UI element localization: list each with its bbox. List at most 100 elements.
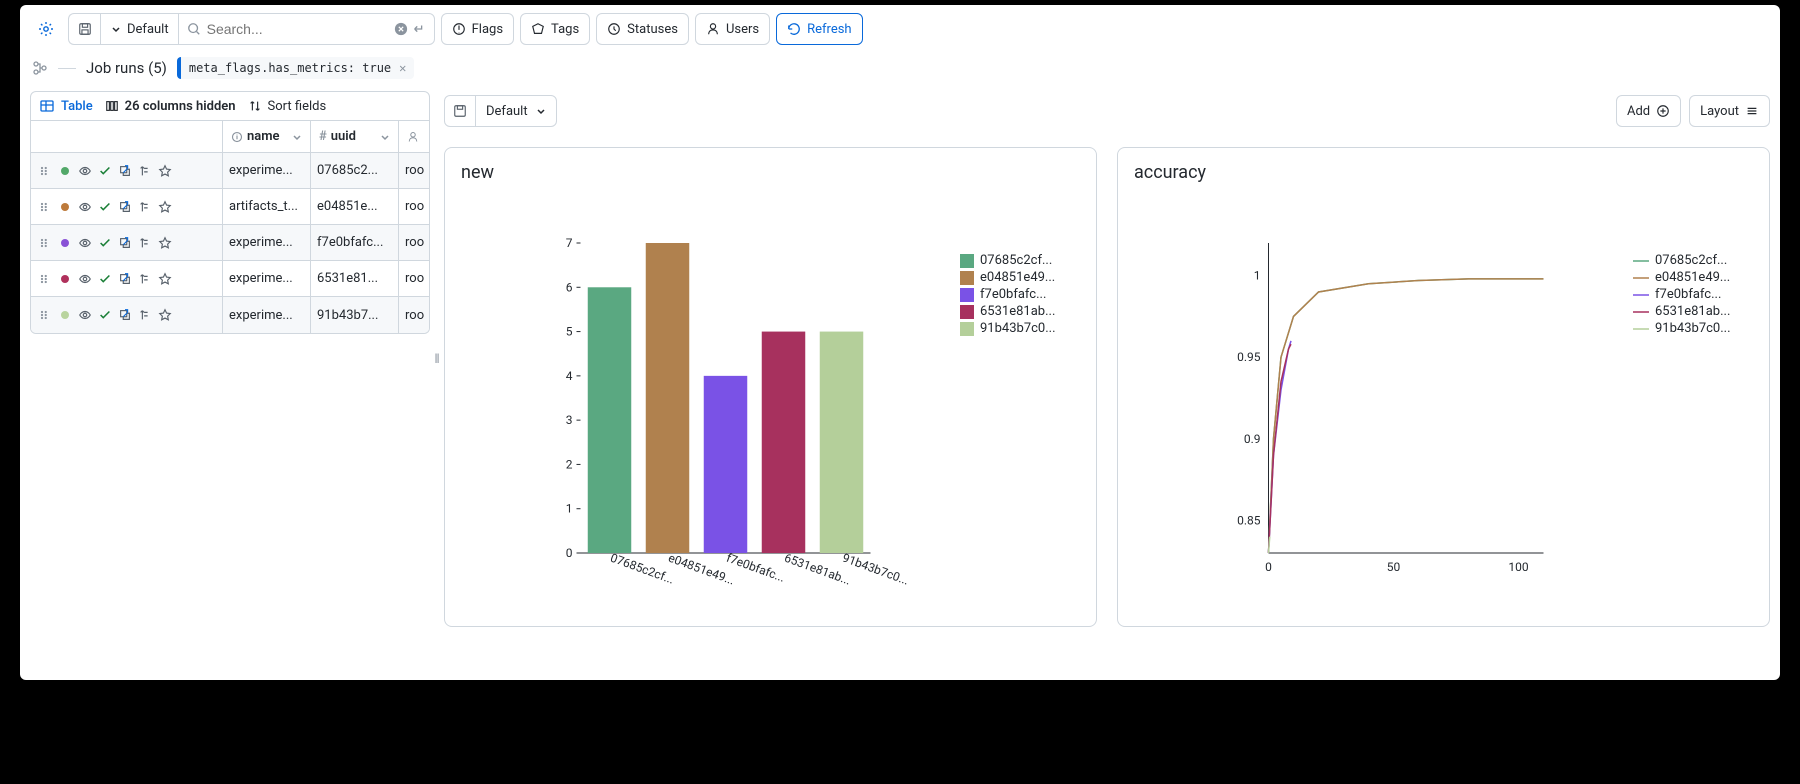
legend-item: e04851e49... xyxy=(960,270,1080,285)
chart-default-select[interactable]: Default xyxy=(444,95,557,127)
star-icon[interactable] xyxy=(157,307,173,323)
legend-item: e04851e49... xyxy=(1633,270,1753,285)
flags-button[interactable]: Flags xyxy=(441,13,514,45)
drag-handle-icon[interactable] xyxy=(37,307,53,323)
column-header-user[interactable] xyxy=(399,121,427,152)
plus-circle-icon xyxy=(1656,104,1670,118)
check-icon[interactable] xyxy=(97,271,113,287)
default-dropdown[interactable]: Default xyxy=(100,13,179,45)
chevron-down-icon xyxy=(536,106,546,116)
enter-icon[interactable] xyxy=(412,22,426,36)
compare-icon[interactable] xyxy=(137,271,153,287)
legend-item: f7e0bfafc... xyxy=(1633,287,1753,302)
compare-icon[interactable] xyxy=(137,235,153,251)
eye-icon[interactable] xyxy=(77,271,93,287)
cell-uuid: 07685c2... xyxy=(311,153,399,188)
sort-button[interactable]: Sort fields xyxy=(248,99,327,114)
check-icon[interactable] xyxy=(97,199,113,215)
refresh-button[interactable]: Refresh xyxy=(776,13,862,45)
tags-button[interactable]: Tags xyxy=(520,13,590,45)
drag-handle-icon[interactable] xyxy=(37,271,53,287)
check-icon[interactable] xyxy=(97,307,113,323)
svg-text:5: 5 xyxy=(566,325,573,339)
chart-title: accuracy xyxy=(1134,162,1753,183)
open-icon[interactable] xyxy=(117,307,133,323)
remove-filter-icon[interactable]: ✕ xyxy=(399,61,406,75)
eye-icon[interactable] xyxy=(77,307,93,323)
table-row[interactable]: artifacts_t...e04851e...roo xyxy=(31,189,429,225)
column-header-uuid[interactable]: # uuid xyxy=(311,121,399,152)
compare-icon[interactable] xyxy=(137,199,153,215)
chart-title: new xyxy=(461,162,1080,183)
eye-icon[interactable] xyxy=(77,163,93,179)
svg-text:0.9: 0.9 xyxy=(1244,432,1261,446)
chevron-down-icon[interactable] xyxy=(292,132,302,142)
drag-handle-icon[interactable] xyxy=(37,163,53,179)
svg-text:3: 3 xyxy=(566,413,573,427)
tree-icon xyxy=(32,60,48,76)
save-icon xyxy=(453,104,467,118)
svg-text:0.85: 0.85 xyxy=(1237,513,1261,527)
cell-name: experime... xyxy=(223,261,311,296)
check-icon[interactable] xyxy=(97,235,113,251)
cell-uuid: e04851e... xyxy=(311,189,399,224)
column-header-name[interactable]: name xyxy=(223,121,311,152)
filter-chip[interactable]: meta_flags.has_metrics: true ✕ xyxy=(177,57,415,79)
eye-icon[interactable] xyxy=(77,199,93,215)
svg-text:6531e81ab...: 6531e81ab... xyxy=(782,551,852,588)
search-input[interactable] xyxy=(207,21,388,37)
check-icon[interactable] xyxy=(97,163,113,179)
color-dot[interactable] xyxy=(57,307,73,323)
open-icon[interactable] xyxy=(117,235,133,251)
statuses-button[interactable]: Statuses xyxy=(596,13,689,45)
user-icon xyxy=(706,22,720,36)
color-dot[interactable] xyxy=(57,235,73,251)
svg-text:4: 4 xyxy=(566,369,573,383)
star-icon[interactable] xyxy=(157,271,173,287)
cell-uuid: 6531e81... xyxy=(311,261,399,296)
open-icon[interactable] xyxy=(117,163,133,179)
color-dot[interactable] xyxy=(57,163,73,179)
star-icon[interactable] xyxy=(157,235,173,251)
color-dot[interactable] xyxy=(57,271,73,287)
clear-icon[interactable] xyxy=(394,22,408,36)
svg-text:7: 7 xyxy=(566,236,573,250)
table-row[interactable]: experime...07685c2...roo xyxy=(31,153,429,189)
svg-text:50: 50 xyxy=(1387,560,1401,574)
color-dot[interactable] xyxy=(57,199,73,215)
page-title: Job runs (5) xyxy=(86,59,167,77)
line-chart: 0.850.90.951050100 xyxy=(1134,193,1633,613)
legend-item: 07685c2cf... xyxy=(960,253,1080,268)
open-icon[interactable] xyxy=(117,199,133,215)
clock-icon xyxy=(607,22,621,36)
cell-uuid: f7e0bfafc... xyxy=(311,225,399,260)
layout-button[interactable]: Layout xyxy=(1689,95,1770,127)
search-box[interactable] xyxy=(178,13,435,45)
drag-handle-icon[interactable] xyxy=(37,235,53,251)
gear-icon[interactable] xyxy=(30,13,62,45)
svg-text:e04851e49...: e04851e49... xyxy=(666,551,736,588)
eye-icon[interactable] xyxy=(77,235,93,251)
split-handle[interactable]: ‖ xyxy=(430,91,444,627)
compare-icon[interactable] xyxy=(137,307,153,323)
star-icon[interactable] xyxy=(157,199,173,215)
legend-item: 6531e81ab... xyxy=(1633,304,1753,319)
add-chart-button[interactable]: Add xyxy=(1616,95,1681,127)
chevron-down-icon[interactable] xyxy=(380,132,390,142)
open-icon[interactable] xyxy=(117,271,133,287)
compare-icon[interactable] xyxy=(137,163,153,179)
table-row[interactable]: experime...f7e0bfafc...roo xyxy=(31,225,429,261)
default-label: Default xyxy=(127,22,169,37)
legend-item: f7e0bfafc... xyxy=(960,287,1080,302)
runs-table: name # uuid experime...07685c2...rooarti… xyxy=(30,121,430,334)
cell-user: roo xyxy=(399,153,427,188)
sort-icon xyxy=(248,99,262,113)
save-icon[interactable] xyxy=(68,13,100,45)
star-icon[interactable] xyxy=(157,163,173,179)
drag-handle-icon[interactable] xyxy=(37,199,53,215)
hidden-columns[interactable]: 26 columns hidden xyxy=(105,99,236,114)
users-button[interactable]: Users xyxy=(695,13,770,45)
table-tab[interactable]: Table xyxy=(39,98,93,114)
table-row[interactable]: experime...91b43b7...roo xyxy=(31,297,429,333)
table-row[interactable]: experime...6531e81...roo xyxy=(31,261,429,297)
